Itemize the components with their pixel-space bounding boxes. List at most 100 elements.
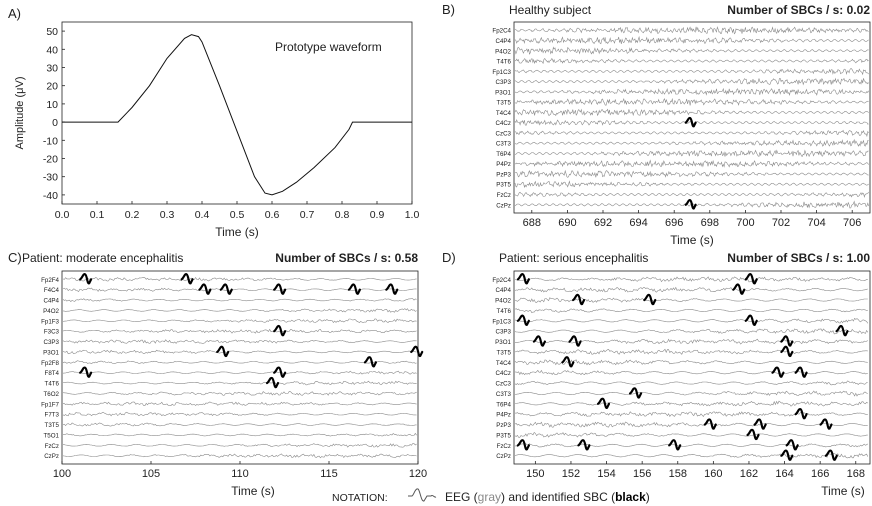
sbc-marker [265,376,280,389]
sbc-marker [273,324,287,337]
channel-label: C3P3 [44,339,60,346]
x-tick-label-a: 0.4 [195,209,210,221]
eeg-trace [514,149,869,158]
sbc-marker [180,273,194,285]
sbc-marker [780,335,794,347]
x-axis-label: Time (s) [821,484,865,498]
panel-a: A) 0.0 0.1 0.2 0.3 0.4 0.5 0.6 0.7 0.8 0.9 1.0 -40 -3… [8,6,419,239]
channel-label: C3P3 [496,329,512,336]
eeg-trace [62,422,417,427]
y-tick-label-a: -10 [43,135,58,147]
x-tick-label: 704 [807,217,825,229]
channel-label: P3O1 [43,349,59,356]
sbc-marker [643,293,657,306]
eeg-trace [514,453,869,459]
x-tick-label: 160 [704,468,722,480]
x-tick-label: 156 [633,468,651,480]
sbc-marker [577,439,591,451]
eeg-trace [514,443,868,448]
channel-label: P3T5 [496,432,511,439]
channel-label: Fp2F8 [41,360,59,367]
channel-label: F7T3 [45,412,60,419]
sbc-marker [785,439,799,451]
x-tick-label: 158 [669,468,687,480]
channel-label: FzCz [497,443,511,450]
y-tick-label-a: -20 [43,154,58,166]
x-tick-label: 105 [142,468,160,480]
eeg-trace [514,348,868,355]
y-tick-label-a: 20 [46,81,58,93]
notation-text-prefix: EEG ( [445,490,478,504]
channel-label: CzPz [44,453,59,460]
notation-text-suffix: ) [646,490,650,504]
channel-label: PzP3 [496,171,511,178]
eeg-trace [514,169,869,178]
x-tick-label-a: 0.0 [55,209,70,221]
x-tick-label: 150 [526,468,544,480]
eeg-trace [514,297,868,303]
sbc-marker [753,418,767,430]
eeg-trace [514,421,868,428]
sbc-marker [571,293,586,306]
sbc-marker [744,273,758,285]
x-tick-label: 696 [665,217,683,229]
x-tick-label-a: 0.8 [335,209,350,221]
sbc-marker [628,387,643,399]
panel-label-a: A) [8,6,21,21]
chart-title: Patient: serious encephalitis [499,251,648,265]
sbc-marker [780,345,794,358]
eeg-trace [514,411,868,418]
channel-label: Fp1F3 [41,318,59,325]
y-tick-label-a: 50 [46,26,58,38]
plot-frame [513,270,871,465]
channel-label: C4P4 [496,287,512,294]
eeg-trace [514,369,868,376]
eeg-trace [62,391,417,396]
sbc-marker [568,335,582,347]
x-axis-label: Time (s) [231,484,275,498]
x-tick-label: 692 [594,217,612,229]
sbc-marker [794,407,808,420]
channel-label: FzCz [45,443,59,450]
channel-label: F4C4 [44,287,60,294]
eeg-trace [62,349,417,355]
y-tick-label-a: 40 [46,44,58,56]
channel-label: P4O2 [495,298,511,305]
x-tick-label-a: 0.3 [160,209,175,221]
eeg-trace [514,400,868,407]
eeg-trace [62,318,417,323]
channel-label: C4P4 [44,298,60,305]
channel-label: T4T6 [497,59,512,66]
chart-title: Patient: moderate encephalitis [22,251,183,265]
x-tick-label: 164 [775,468,793,480]
channel-label: C3P3 [496,79,512,86]
channel-label: P3O1 [495,339,511,346]
eeg-trace [514,46,869,55]
notation-label: NOTATION: [332,492,388,504]
sbc-marker [219,283,233,295]
channel-label: Fp1F7 [41,401,59,408]
x-tick-label-a: 0.1 [90,209,105,221]
prototype-waveform-line [62,34,412,196]
sbc-marker [561,356,575,368]
notation-legend: NOTATION: EEG (gray) and identified SBC (… [332,488,650,504]
sbc-marker [744,314,758,326]
y-tick-label-a: -30 [43,172,58,184]
x-tick-label: 688 [523,217,541,229]
eeg-trace [514,58,869,65]
channel-label: Fp2C4 [492,277,511,284]
eeg-trace [514,108,869,117]
panel-b: B) Healthy subject Number of SBCs / s: 0.0… [442,2,871,247]
x-tick-label: 152 [562,468,580,480]
sbc-marker [746,428,760,441]
channel-label: T4C4 [496,110,512,117]
x-tick-label: 162 [740,468,758,480]
eeg-trace [62,443,417,448]
eeg-trace [514,159,869,168]
eeg-trace [62,308,417,313]
sbc-marker [516,273,530,285]
channel-label: CzC3 [496,381,512,388]
x-tick-label: 690 [558,217,576,229]
channel-label: C4Cz [496,120,511,127]
